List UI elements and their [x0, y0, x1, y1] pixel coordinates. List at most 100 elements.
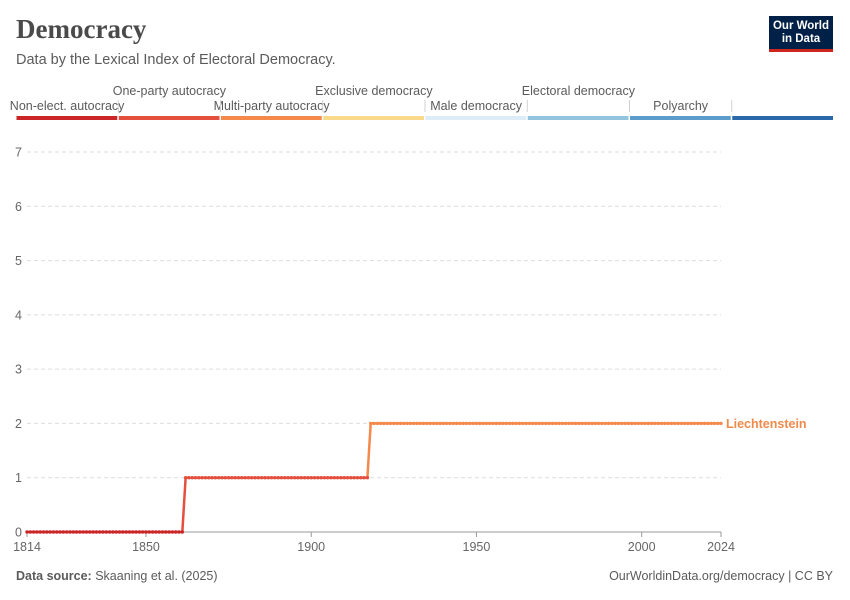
- point-1826: [64, 530, 69, 534]
- point-1894: [289, 476, 294, 480]
- point-1995: [623, 421, 627, 426]
- point-1949: [471, 421, 475, 426]
- point-1955: [491, 421, 495, 426]
- point-2001: [643, 421, 647, 426]
- point-1823: [55, 530, 59, 534]
- point-1908: [335, 476, 340, 480]
- point-1900: [309, 476, 313, 480]
- point-1815: [28, 530, 33, 534]
- point-1943: [451, 421, 456, 426]
- point-1840: [111, 530, 115, 534]
- point-1848: [137, 530, 142, 534]
- point-1832: [84, 530, 89, 534]
- point-2012: [679, 421, 684, 426]
- y-tick-label-4: 4: [15, 308, 22, 322]
- point-1912: [349, 476, 353, 480]
- point-1882: [250, 476, 254, 480]
- point-1992: [613, 421, 617, 426]
- point-1944: [454, 421, 459, 426]
- point-1870: [210, 476, 214, 480]
- legend-label-2: Multi-party autocracy: [214, 99, 331, 113]
- point-2011: [676, 421, 680, 426]
- point-1885: [259, 476, 264, 480]
- point-1983: [583, 421, 588, 426]
- point-1982: [580, 421, 584, 426]
- point-2014: [686, 421, 690, 426]
- point-1875: [226, 476, 231, 480]
- point-1843: [121, 530, 125, 534]
- point-1972: [547, 421, 551, 426]
- point-1951: [478, 421, 482, 426]
- point-1910: [342, 476, 346, 480]
- point-1858: [170, 530, 175, 534]
- point-2022: [712, 421, 717, 426]
- point-1990: [606, 421, 611, 426]
- point-2008: [666, 421, 670, 426]
- point-1897: [299, 476, 303, 480]
- point-1931: [411, 421, 416, 426]
- point-1988: [600, 421, 604, 426]
- point-1913: [352, 476, 356, 480]
- point-1886: [263, 476, 267, 480]
- point-1958: [501, 421, 505, 426]
- point-1906: [329, 476, 333, 480]
- point-1996: [626, 421, 631, 426]
- y-tick-label-7: 7: [15, 146, 22, 160]
- point-1991: [610, 421, 614, 426]
- legend-swatch-4: [425, 116, 527, 120]
- point-1915: [359, 476, 363, 480]
- point-1963: [517, 421, 522, 426]
- legend-label-3: Exclusive democracy: [315, 84, 433, 98]
- point-1902: [316, 476, 320, 480]
- point-1917: [365, 476, 370, 480]
- y-tick-label-1: 1: [15, 471, 22, 485]
- point-1959: [504, 421, 508, 426]
- chart-subtitle: Data by the Lexical Index of Electoral D…: [16, 52, 336, 68]
- point-1939: [438, 421, 442, 426]
- point-1845: [127, 530, 132, 534]
- point-2024: [719, 421, 723, 426]
- point-2010: [673, 421, 677, 426]
- point-2004: [653, 421, 657, 426]
- point-1938: [435, 421, 439, 426]
- footer-credit[interactable]: OurWorldinData.org/democracy | CC BY: [609, 569, 833, 583]
- point-1862: [183, 476, 188, 480]
- point-1844: [124, 530, 128, 534]
- chart-title: Democracy: [16, 14, 147, 44]
- point-1831: [81, 530, 85, 534]
- point-2006: [659, 421, 664, 426]
- point-1960: [507, 421, 512, 426]
- point-1925: [392, 421, 396, 426]
- legend-label-4: Male democracy: [430, 99, 522, 113]
- point-1942: [448, 421, 452, 426]
- point-1950: [474, 421, 479, 426]
- point-1861: [180, 530, 185, 534]
- point-1874: [223, 476, 227, 480]
- point-1820: [45, 530, 49, 534]
- point-1969: [537, 421, 541, 426]
- point-1930: [408, 421, 413, 426]
- point-1835: [94, 530, 99, 534]
- y-tick-label-5: 5: [15, 254, 22, 268]
- point-1998: [633, 421, 637, 426]
- point-1984: [587, 421, 591, 426]
- point-1989: [603, 421, 608, 426]
- point-1918: [368, 421, 373, 426]
- point-1974: [554, 421, 558, 426]
- point-1879: [240, 476, 244, 480]
- logo-line-1: Our World: [772, 20, 829, 32]
- owid-logo[interactable]: Our World in Data: [769, 16, 833, 52]
- point-1903: [319, 476, 323, 480]
- point-1927: [398, 421, 403, 426]
- y-tick-label-3: 3: [15, 363, 22, 377]
- legend-label-5: Electoral democracy: [522, 84, 636, 98]
- point-1891: [279, 476, 284, 480]
- point-1892: [283, 476, 287, 480]
- point-1880: [243, 476, 247, 480]
- point-1948: [468, 421, 472, 426]
- y-tick-label-6: 6: [15, 200, 22, 214]
- point-2013: [682, 421, 687, 426]
- point-2018: [699, 421, 703, 426]
- series-0-segment-3: [366, 422, 372, 479]
